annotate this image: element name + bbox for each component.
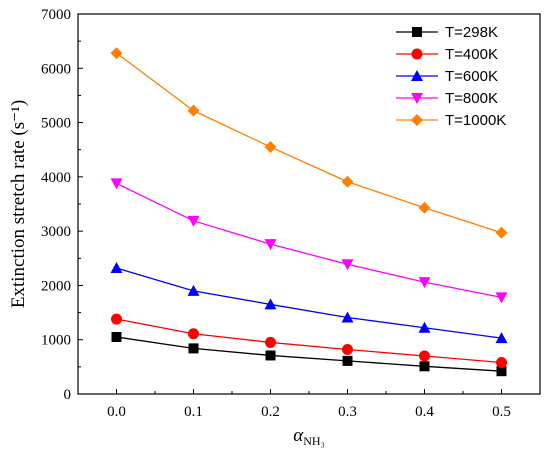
y-tick-label: 6000: [41, 61, 71, 77]
data-point: [265, 350, 276, 361]
legend-label: T=298K: [445, 24, 498, 41]
series-line: [116, 336, 502, 372]
data-point: [341, 175, 354, 188]
data-point: [418, 321, 431, 333]
data-point: [111, 313, 122, 325]
data-point: [265, 336, 276, 348]
data-point: [495, 226, 508, 239]
legend-marker: [411, 70, 423, 81]
data-point: [264, 239, 277, 251]
legend-marker: [411, 93, 423, 104]
y-tick-label: 5000: [41, 116, 71, 132]
data-point: [110, 47, 123, 60]
x-tick-label: 0.5: [492, 404, 511, 420]
y-tick-label: 3000: [41, 224, 71, 240]
legend-marker: [411, 114, 423, 126]
x-tick-label: 0.4: [415, 404, 434, 420]
y-tick-label: 0: [64, 387, 72, 403]
data-point: [187, 215, 200, 227]
x-tick-label: 0.1: [184, 404, 203, 420]
data-point: [110, 178, 123, 190]
series-t-600k: [110, 262, 508, 344]
legend: T=298K T=400K T=600K T=800K T=1000K: [396, 24, 506, 129]
x-tick-label: 0.2: [261, 404, 280, 420]
series-line: [116, 267, 502, 339]
series-line: [116, 52, 502, 234]
data-point: [419, 350, 430, 362]
data-point: [419, 361, 430, 372]
data-point: [342, 355, 353, 366]
data-point: [418, 277, 431, 289]
series-t-1000k: [110, 47, 508, 239]
legend-marker: [411, 48, 423, 60]
series-t-400k: [111, 313, 507, 369]
y-tick-label: 2000: [41, 278, 71, 294]
x-tick-label: 0.0: [107, 404, 126, 420]
data-point: [496, 357, 507, 369]
x-axis-title: αNH₃: [293, 425, 325, 448]
data-point: [496, 366, 507, 377]
y-tick-label: 4000: [41, 170, 71, 186]
data-point: [188, 343, 199, 354]
data-point: [495, 292, 508, 304]
data-point: [187, 284, 200, 296]
y-axis-title: Extinction stretch rate (s⁻¹): [8, 100, 29, 308]
legend-marker: [412, 27, 422, 37]
data-point: [264, 298, 277, 310]
series-line: [116, 318, 502, 364]
data-point: [111, 332, 122, 342]
data-point: [342, 343, 353, 355]
data-point: [495, 332, 508, 344]
data-point: [264, 141, 277, 153]
plot-area: 0.0 0.1 0.2 0.3 0.4 0.5 0 1000 2000 3000 4000 5000 6…: [8, 7, 541, 448]
y-tick-label: 7000: [41, 7, 71, 23]
series-t-800k: [110, 178, 508, 304]
y-tick-label: 1000: [41, 333, 71, 349]
data-point: [110, 262, 123, 274]
data-point: [188, 328, 199, 340]
data-point: [341, 311, 354, 323]
data-point: [341, 259, 354, 271]
legend-label: T=1000K: [445, 112, 506, 129]
legend-label: T=400K: [445, 46, 498, 63]
series-line: [116, 182, 502, 299]
series-t-298k: [111, 332, 507, 377]
data-point: [187, 104, 200, 117]
data-point: [418, 201, 431, 214]
legend-label: T=800K: [445, 90, 498, 107]
legend-label: T=600K: [445, 68, 498, 85]
x-tick-label: 0.3: [338, 404, 357, 420]
